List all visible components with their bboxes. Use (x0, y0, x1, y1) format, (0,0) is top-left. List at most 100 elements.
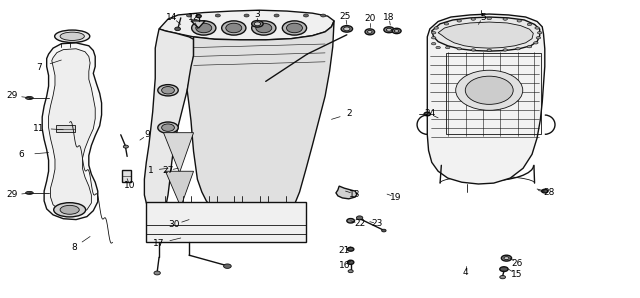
Ellipse shape (162, 86, 174, 94)
Ellipse shape (471, 49, 476, 51)
Text: 13: 13 (349, 190, 361, 198)
Ellipse shape (501, 255, 511, 261)
Ellipse shape (457, 48, 461, 50)
Ellipse shape (424, 112, 431, 116)
Ellipse shape (154, 271, 161, 275)
Ellipse shape (60, 32, 84, 41)
Ellipse shape (487, 17, 492, 20)
Polygon shape (187, 21, 334, 224)
Ellipse shape (456, 70, 523, 110)
Polygon shape (432, 17, 540, 51)
Bar (56, 125, 75, 132)
Ellipse shape (471, 18, 476, 20)
Text: 19: 19 (390, 193, 401, 201)
Text: 6: 6 (19, 150, 24, 159)
Ellipse shape (487, 49, 492, 52)
Ellipse shape (384, 27, 394, 33)
Text: 16: 16 (339, 261, 350, 270)
Text: 9: 9 (145, 130, 150, 139)
Text: 29: 29 (6, 190, 18, 199)
Ellipse shape (162, 124, 174, 131)
Polygon shape (191, 21, 205, 28)
Ellipse shape (348, 260, 354, 264)
Ellipse shape (54, 203, 86, 217)
Ellipse shape (60, 205, 79, 214)
Text: 3: 3 (255, 10, 260, 18)
Ellipse shape (365, 29, 374, 35)
Ellipse shape (500, 276, 506, 279)
Ellipse shape (226, 23, 242, 33)
Ellipse shape (517, 20, 522, 22)
Ellipse shape (124, 145, 129, 148)
Ellipse shape (158, 122, 178, 133)
Ellipse shape (434, 27, 438, 29)
Polygon shape (164, 133, 193, 173)
Text: 4: 4 (463, 268, 468, 277)
Ellipse shape (26, 191, 33, 194)
Ellipse shape (244, 14, 249, 17)
Ellipse shape (536, 37, 541, 39)
Ellipse shape (54, 30, 90, 43)
Bar (447, 54, 541, 134)
Ellipse shape (344, 27, 350, 31)
Text: 22: 22 (354, 219, 365, 228)
Ellipse shape (282, 21, 307, 35)
Ellipse shape (516, 48, 520, 50)
Text: 26: 26 (511, 259, 522, 268)
Text: 25: 25 (340, 12, 351, 21)
Ellipse shape (527, 46, 532, 48)
Ellipse shape (444, 23, 449, 25)
Ellipse shape (431, 37, 436, 39)
Text: 7: 7 (36, 63, 42, 72)
Text: 20: 20 (364, 14, 376, 23)
Polygon shape (145, 29, 193, 208)
Ellipse shape (538, 32, 542, 34)
Ellipse shape (252, 21, 276, 35)
Ellipse shape (504, 257, 509, 260)
Ellipse shape (348, 270, 353, 273)
Ellipse shape (186, 14, 191, 17)
Ellipse shape (394, 30, 399, 32)
Ellipse shape (341, 26, 353, 32)
Ellipse shape (196, 15, 201, 18)
Polygon shape (49, 49, 95, 213)
Ellipse shape (541, 189, 548, 193)
Text: 30: 30 (169, 220, 180, 229)
Ellipse shape (356, 216, 363, 220)
Ellipse shape (303, 14, 308, 17)
Text: 14: 14 (166, 13, 177, 21)
Text: 28: 28 (543, 188, 554, 197)
Polygon shape (42, 43, 102, 220)
Text: 5: 5 (480, 13, 486, 21)
Ellipse shape (221, 21, 246, 35)
Ellipse shape (321, 14, 326, 17)
Ellipse shape (387, 28, 392, 31)
Text: 24: 24 (424, 109, 435, 119)
Ellipse shape (158, 85, 178, 96)
Ellipse shape (465, 76, 513, 104)
Ellipse shape (503, 18, 508, 20)
Text: 23: 23 (372, 219, 383, 228)
Ellipse shape (26, 97, 33, 100)
Text: 8: 8 (71, 243, 77, 252)
Ellipse shape (445, 46, 450, 49)
Text: 1: 1 (148, 166, 154, 175)
Ellipse shape (367, 30, 372, 33)
Ellipse shape (392, 28, 401, 34)
Ellipse shape (348, 247, 354, 251)
Ellipse shape (254, 22, 260, 26)
Ellipse shape (256, 23, 272, 33)
Ellipse shape (274, 14, 279, 17)
Ellipse shape (431, 32, 436, 34)
Bar (122, 170, 131, 182)
Ellipse shape (287, 23, 303, 33)
Text: 27: 27 (163, 166, 173, 175)
Ellipse shape (191, 21, 216, 35)
Ellipse shape (535, 27, 540, 29)
Text: 18: 18 (383, 13, 395, 21)
Ellipse shape (534, 42, 538, 44)
Ellipse shape (500, 267, 508, 271)
Ellipse shape (457, 20, 461, 22)
Text: 29: 29 (6, 91, 18, 100)
Text: 2: 2 (346, 109, 351, 119)
